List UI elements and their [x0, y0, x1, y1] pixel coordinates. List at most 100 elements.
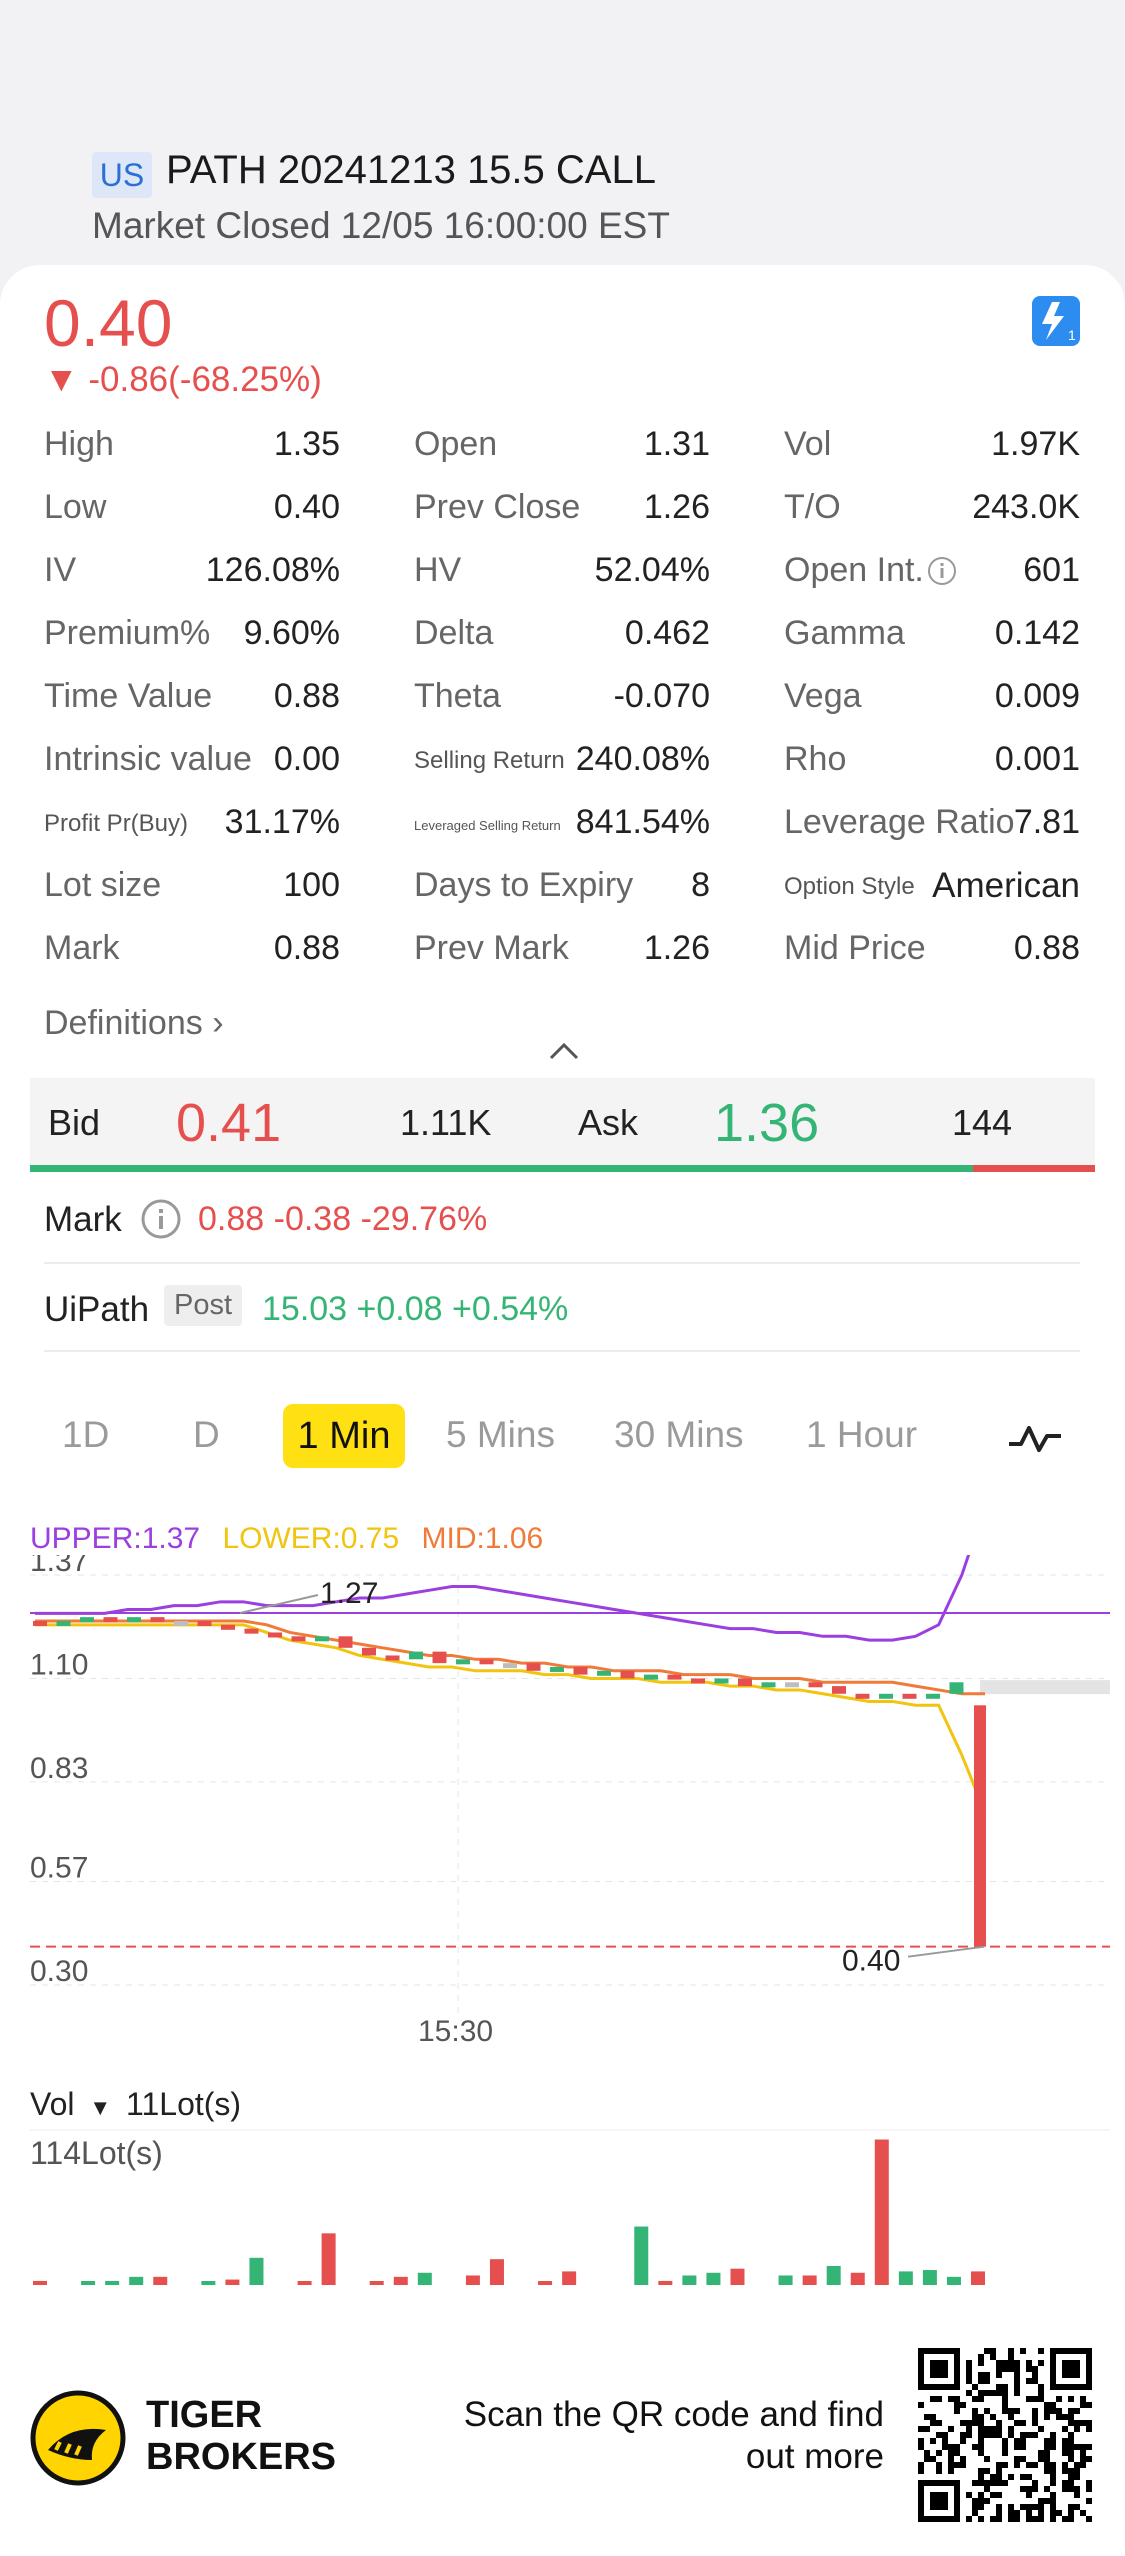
qr-module [984, 2456, 990, 2462]
candle [385, 1655, 400, 1661]
volume-bar [417, 2272, 432, 2285]
qr-module [1026, 2504, 1032, 2510]
candle [644, 1674, 658, 1680]
volume-bar [465, 2275, 480, 2285]
volume-header[interactable]: Vol ▼ 11Lot(s) [30, 2086, 241, 2123]
volume-bar [321, 2233, 336, 2285]
qr-module [1032, 2414, 1038, 2420]
qr-module [1050, 2408, 1056, 2414]
candle [714, 1678, 729, 1684]
tab-1d[interactable]: 1D [62, 1414, 110, 1455]
qr-module [1026, 2486, 1032, 2492]
qr-module [1050, 2504, 1056, 2510]
qr-module [984, 2480, 990, 2486]
divider [44, 1262, 1080, 1264]
qr-module [960, 2456, 966, 2462]
tab-d[interactable]: D [193, 1414, 220, 1455]
qr-module [996, 2468, 1002, 2474]
qr-module [1008, 2348, 1014, 2354]
candle [221, 1624, 235, 1630]
qr-module [1032, 2432, 1038, 2438]
qr-module [996, 2474, 1002, 2480]
qr-module [1002, 2438, 1008, 2444]
stat-label: Option Style [784, 873, 915, 900]
chevron-up-icon[interactable] [548, 1040, 580, 1062]
chevron-right-icon: › [212, 1004, 224, 1042]
qr-module [1014, 2510, 1020, 2516]
qr-module [984, 2408, 990, 2414]
qr-module [948, 2444, 954, 2450]
qr-module [1044, 2402, 1050, 2408]
stat-value: 1.35 [273, 425, 340, 463]
candle [315, 1636, 329, 1642]
info-icon[interactable] [926, 555, 958, 587]
stat-label: High [44, 425, 114, 463]
definitions-link[interactable]: Definitions › [44, 1004, 224, 1043]
qr-module [1032, 2420, 1038, 2426]
price-chart[interactable]: 1.37 1.10 0.83 0.57 0.30 1.27 0.40 [0, 1555, 1125, 2015]
qr-module [948, 2426, 954, 2432]
qr-module [1032, 2462, 1038, 2468]
mid-label: MID:1.06 [421, 1522, 544, 1555]
tab-1-hour[interactable]: 1 Hour [806, 1414, 918, 1455]
qr-module [918, 2462, 924, 2468]
qr-module [1002, 2408, 1008, 2414]
qr-module [1062, 2438, 1068, 2444]
scan-text: Scan the QR code and find out more [463, 2395, 884, 2476]
stat-label: IV [44, 551, 77, 589]
price-change: ▼ -0.86(-68.25%) [44, 360, 322, 399]
qr-module [996, 2420, 1002, 2426]
info-icon[interactable] [140, 1198, 182, 1240]
volume-bar [129, 2276, 144, 2285]
volume-bar [489, 2259, 504, 2285]
volume-chart[interactable] [0, 2120, 1125, 2290]
candle [691, 1678, 705, 1684]
qr-module [1002, 2462, 1008, 2468]
qr-module [1044, 2468, 1050, 2474]
volume-bar [778, 2275, 793, 2285]
stat-value: 243.0K [972, 488, 1080, 526]
indicator-legend: UPPER:1.37 LOWER:0.75 MID:1.06 [30, 1522, 543, 1556]
qr-module [972, 2444, 978, 2450]
qr-module [1068, 2438, 1074, 2444]
qr-module [978, 2372, 984, 2378]
qr-module [1074, 2468, 1080, 2474]
qr-module [1032, 2396, 1038, 2402]
stat-label: Rho [784, 740, 847, 778]
candle [832, 1686, 846, 1694]
y-tick-label: 1.37 [30, 1555, 88, 1578]
indicator-wave-icon[interactable] [1005, 1418, 1065, 1458]
underlying-name[interactable]: UiPath [44, 1290, 150, 1329]
stat-value: 0.142 [994, 614, 1080, 652]
qr-module [990, 2354, 996, 2360]
qr-module [1002, 2384, 1008, 2390]
qr-module [1050, 2432, 1056, 2438]
tab-30-mins[interactable]: 30 Mins [614, 1414, 744, 1455]
stat-value: 9.60% [243, 614, 340, 652]
candle [503, 1663, 517, 1669]
tab-1-min[interactable]: 1 Min [283, 1404, 405, 1468]
ask-size: 144 [952, 1102, 1013, 1143]
tab-5-mins[interactable]: 5 Mins [446, 1414, 555, 1455]
qr-module [1008, 2360, 1014, 2366]
qr-module [1062, 2480, 1068, 2486]
qr-module [1038, 2498, 1044, 2504]
lightning-badge-icon[interactable]: 1 [1032, 296, 1080, 346]
qr-module [1068, 2444, 1074, 2450]
qr-module [1044, 2444, 1050, 2450]
volume-bar [634, 2226, 649, 2285]
y-tick-label: 0.30 [30, 1955, 88, 1988]
qr-module [930, 2438, 936, 2444]
qr-module [1068, 2474, 1074, 2480]
qr-module [978, 2480, 984, 2486]
qr-module [1008, 2426, 1014, 2432]
qr-module [966, 2360, 972, 2366]
quote-card [0, 265, 1125, 1355]
volume-bar [730, 2268, 745, 2285]
volume-bar [946, 2276, 961, 2285]
qr-code-icon[interactable] [918, 2348, 1092, 2522]
volume-bar [33, 2280, 47, 2285]
qr-module [1062, 2444, 1068, 2450]
stat-label: Mid Price [784, 929, 926, 967]
underlying-quote: 15.03 +0.08 +0.54% [262, 1290, 569, 1328]
